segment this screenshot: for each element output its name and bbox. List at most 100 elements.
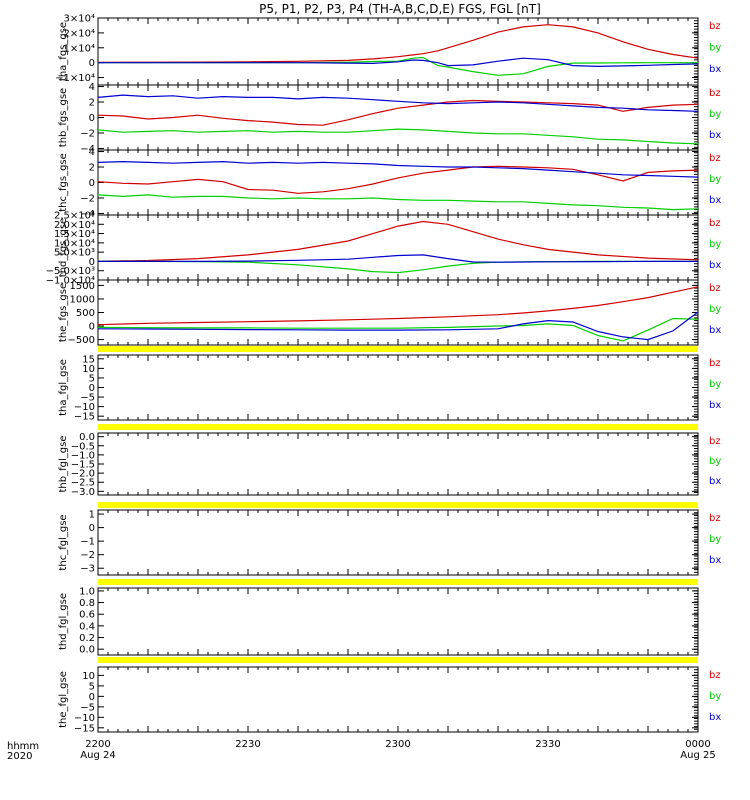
series-line-by: [98, 260, 698, 274]
y-tick-label: 3×10⁴: [64, 14, 95, 25]
series-line-bz: [97, 165, 699, 194]
y-tick-label: 4: [89, 82, 95, 93]
y-axis-label: thc_fgl_gse: [58, 514, 69, 570]
legend-by: by: [709, 43, 721, 54]
legend-by: by: [709, 109, 721, 120]
legend-bx: bx: [709, 712, 721, 723]
panel-frame: [97, 354, 699, 421]
y-axis-label: thb_fgl_gse: [58, 436, 69, 493]
y-tick-label: 0: [89, 178, 95, 189]
y-axis-label: thd_fgl_gse: [58, 593, 69, 650]
y-tick-label: −5: [80, 393, 95, 404]
separator-bar: [98, 579, 698, 585]
panel-frame: [97, 214, 699, 281]
y-tick-label: −5: [80, 702, 95, 713]
y-tick-label: 2×10⁴: [64, 28, 95, 39]
legend-bx: bx: [709, 195, 721, 206]
legend-bz: bz: [709, 436, 721, 447]
series-line-by: [97, 194, 699, 211]
series-line-bz: [97, 24, 699, 63]
panel-frame: [97, 279, 699, 346]
y-axis-label: the_fgs_gse: [58, 283, 69, 342]
legend-bx: bx: [709, 260, 721, 271]
y-tick-label: −1.5: [71, 460, 95, 471]
y-tick-label: 2.0×10⁴: [54, 220, 95, 231]
legend-bx: bx: [709, 555, 721, 566]
series-line-bz: [97, 99, 699, 126]
y-tick-label: 0: [89, 383, 95, 394]
series-line-by: [97, 128, 699, 145]
y-tick-label: 0: [89, 692, 95, 703]
y-tick-label: −0.5: [71, 441, 95, 452]
legend-bx: bx: [709, 64, 721, 75]
y-axis-label: thd_fgs_gse: [58, 218, 69, 277]
y-tick-label: −15: [74, 412, 95, 423]
x-axis-label-year: 2020: [7, 751, 32, 762]
panel-thb_fgs_gse: 4 2 0 −2 −4 thb_fgs_gse bz by bx: [58, 82, 721, 155]
y-axis-label: the_fgl_gse: [58, 671, 69, 728]
y-tick-label: 0.2: [79, 633, 95, 644]
plot-title: P5, P1, P2, P3, P4 (TH-A,B,C,D,E) FGS, F…: [259, 2, 541, 16]
legend-bx: bx: [709, 476, 721, 487]
series-line-bz: [97, 220, 699, 262]
panel-frame: [97, 432, 699, 496]
y-tick-label: 0: [89, 58, 95, 69]
legend-bz: bz: [709, 513, 721, 524]
panel-frame: [97, 587, 699, 656]
y-tick-label: 10: [82, 364, 95, 375]
y-tick-label: −5.0×10³: [46, 266, 95, 277]
y-axis-label: thc_fgs_gse: [58, 153, 69, 212]
legend-bz: bz: [709, 21, 721, 32]
y-tick-label: 0.4: [79, 621, 95, 632]
legend-by: by: [709, 304, 721, 315]
y-tick-label: −1: [80, 537, 95, 548]
y-tick-label: 5: [89, 373, 95, 384]
series-line-bx: [97, 311, 699, 341]
y-tick-label: 0.6: [79, 610, 95, 621]
legend-by: by: [709, 691, 721, 702]
y-tick-label: 10: [82, 671, 95, 682]
legend-bz: bz: [709, 670, 721, 681]
series-line-bx: [98, 57, 699, 68]
x-tick-label: 2230: [235, 739, 260, 750]
y-tick-label: −2: [80, 128, 95, 139]
separator-bar: [98, 346, 698, 352]
y-tick-label: −4: [80, 209, 95, 220]
x-tick-sublabel: Aug 25: [680, 750, 715, 761]
y-tick-label: 1: [89, 510, 95, 521]
separator-bar: [98, 502, 698, 508]
y-axis-label: tha_fgl_gse: [58, 359, 69, 416]
y-tick-label: −15: [74, 723, 95, 734]
panel-thc_fgs_gse: 4 2 0 −2 −4 thc_fgs_gse bz by bx: [58, 147, 721, 220]
panel-frame: [97, 666, 699, 733]
y-tick-label: 0: [89, 322, 95, 333]
legend-bz: bz: [709, 88, 721, 99]
series-line-bz: [97, 286, 699, 326]
x-tick-label: 2330: [535, 739, 560, 750]
y-tick-label: −1.0×10⁴: [46, 276, 95, 287]
series-line-bx: [97, 160, 699, 178]
y-tick-label: 1.0×10⁴: [54, 238, 95, 249]
y-tick-label: 1.5×10⁴: [54, 229, 95, 240]
y-tick-label: −500: [68, 335, 95, 346]
y-axis-label: tha_fgs_gse: [58, 22, 69, 81]
x-tick-label: 0000: [685, 739, 710, 750]
x-tick-label: 2200: [85, 739, 110, 750]
panel-frame: [97, 509, 699, 576]
y-tick-label: 0.8: [79, 598, 95, 609]
separator-bar: [98, 424, 698, 430]
y-tick-label: 0.0: [79, 645, 95, 656]
y-tick-label: 5.0×10³: [54, 248, 95, 259]
y-tick-label: 4: [89, 147, 95, 158]
y-tick-label: −2.5: [71, 478, 95, 489]
y-tick-label: 0: [89, 257, 95, 268]
series-line-bx: [98, 254, 698, 263]
y-tick-label: −2: [80, 550, 95, 561]
y-tick-label: 2.5×10⁴: [54, 211, 95, 222]
legend-bx: bx: [709, 130, 721, 141]
y-tick-label: −1.0: [71, 450, 95, 461]
y-axis-label: thb_fgs_gse: [58, 88, 69, 147]
